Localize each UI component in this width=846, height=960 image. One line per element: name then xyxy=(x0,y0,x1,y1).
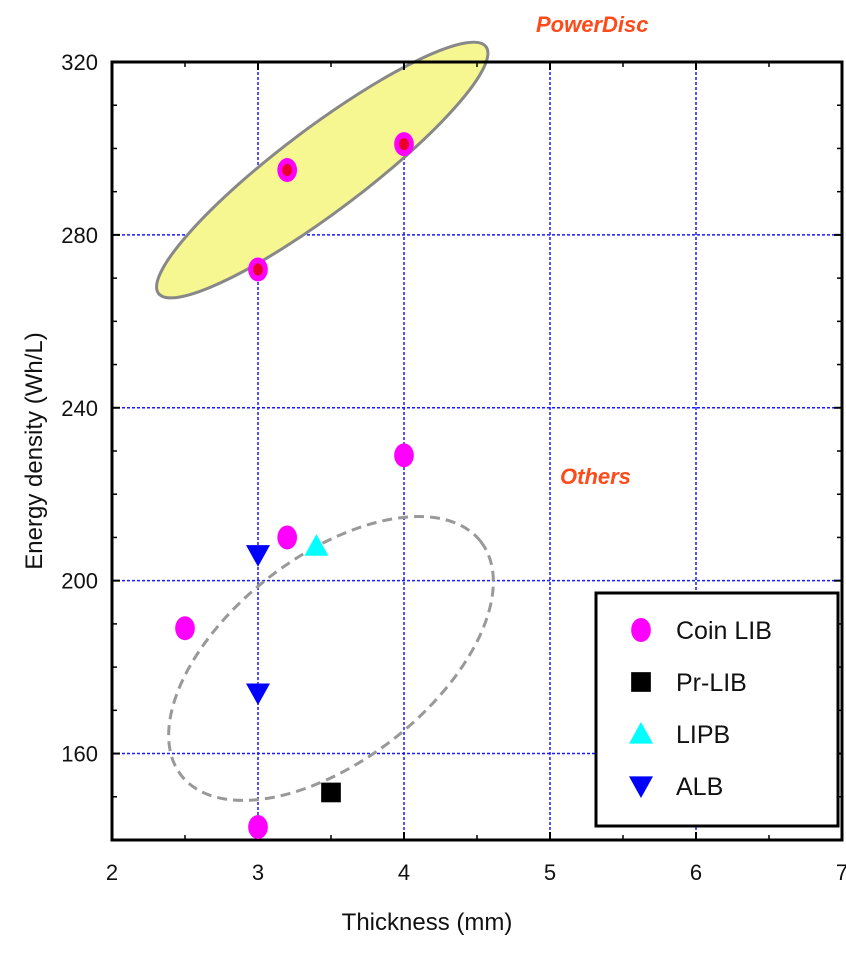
point-coin-lib xyxy=(277,525,297,549)
point-highlight xyxy=(253,263,263,275)
legend-marker-coin-lib xyxy=(631,618,651,642)
point-lipb xyxy=(304,534,328,556)
legend-marker-pr-lib xyxy=(631,672,651,692)
point-coin-lib xyxy=(175,616,195,640)
y-tick-label: 200 xyxy=(61,569,98,594)
x-tick-label: 6 xyxy=(690,860,702,885)
point-coin-lib xyxy=(248,815,268,839)
annotation-powerdisc: PowerDisc xyxy=(536,12,649,37)
y-tick-label: 240 xyxy=(61,396,98,421)
y-axis-title: Energy density (Wh/L) xyxy=(21,332,48,569)
annotation-others: Others xyxy=(560,464,631,489)
legend-label-coin-lib: Coin LIB xyxy=(676,617,772,645)
legend-label-lipb: LIPB xyxy=(676,721,730,749)
y-tick-label: 320 xyxy=(61,50,98,75)
point-highlight xyxy=(282,164,292,176)
y-tick-labels: 160 200 240 280 320 xyxy=(61,50,98,767)
region-powerdisc xyxy=(133,13,511,327)
legend-label-pr-lib: Pr-LIB xyxy=(676,669,747,697)
legend: Coin LIB Pr-LIB LIPB ALB xyxy=(596,593,838,826)
x-tick-label: 4 xyxy=(398,860,410,885)
regions xyxy=(118,13,543,856)
legend-label-alb: ALB xyxy=(676,773,723,801)
x-tick-label: 7 xyxy=(836,860,846,885)
y-tick-label: 160 xyxy=(61,742,98,767)
x-tick-label: 3 xyxy=(252,860,264,885)
point-alb xyxy=(246,683,270,705)
y-tick-label: 280 xyxy=(61,223,98,248)
x-tick-labels: 2 3 4 5 6 7 xyxy=(106,860,846,885)
point-highlight xyxy=(399,138,409,150)
x-tick-label: 5 xyxy=(544,860,556,885)
x-tick-label: 2 xyxy=(106,860,118,885)
point-alb xyxy=(246,545,270,567)
point-pr-lib xyxy=(321,783,341,803)
x-axis-title: Thickness (mm) xyxy=(342,909,513,936)
point-coin-lib xyxy=(394,443,414,467)
